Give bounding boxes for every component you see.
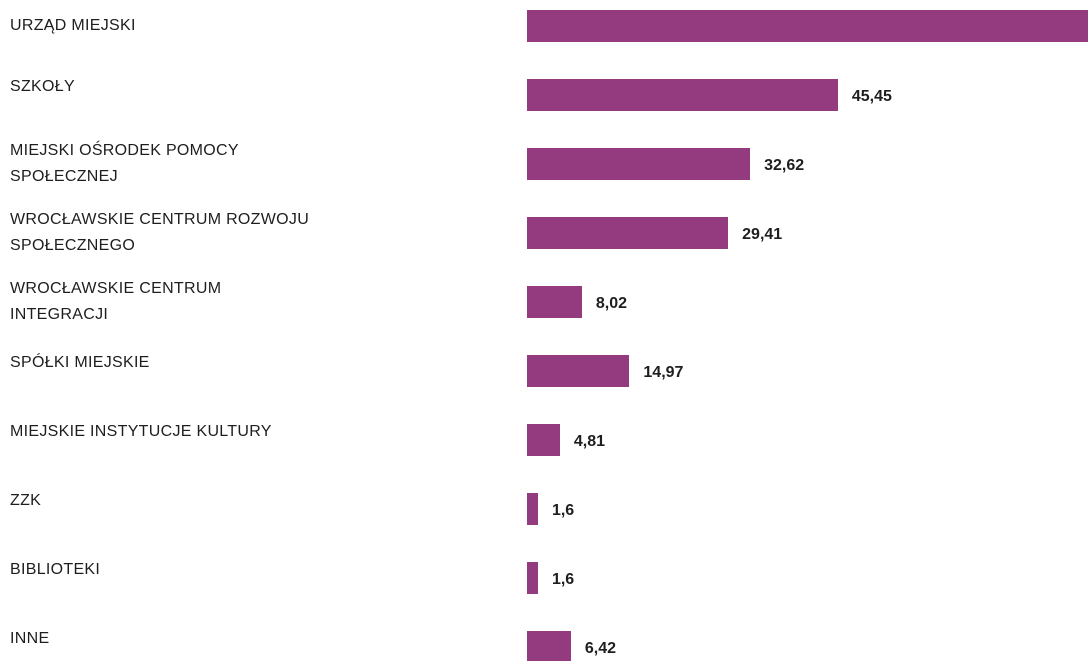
value-label: 45,45: [851, 88, 892, 105]
value-label: 4,81: [573, 433, 606, 450]
bar: [527, 355, 630, 387]
category-label: URZĄD MIEJSKI: [10, 17, 136, 34]
bar: [527, 286, 582, 318]
bar: [527, 424, 560, 456]
bar: [527, 79, 838, 111]
bar: [527, 631, 571, 661]
category-label: MIEJSKIE INSTYTUCJE KULTURY: [10, 423, 272, 440]
category-label: BIBLIOTEKI: [10, 561, 101, 578]
category-label: SZKOŁY: [10, 78, 75, 95]
category-label: WROCŁAWSKIE CENTRUM ROZWOJU SPOŁECZNEGO: [10, 211, 310, 254]
category-label: WROCŁAWSKIE CENTRUM INTEGRACJI: [10, 280, 222, 323]
bar: [527, 10, 1088, 42]
value-label: 1,6: [551, 571, 575, 588]
bar: [527, 493, 538, 525]
category-label: SPÓŁKI MIEJSKIE: [10, 354, 150, 371]
category-label: ZZK: [10, 492, 42, 509]
value-label: 32,62: [764, 157, 805, 174]
value-label: 6,42: [584, 640, 617, 657]
value-label: 1,6: [551, 502, 575, 519]
value-label: 29,41: [742, 226, 783, 243]
value-label: 8,02: [595, 295, 627, 312]
category-label: INNE: [10, 630, 50, 647]
bar: [527, 562, 538, 594]
bar: [527, 217, 729, 249]
bar: [527, 148, 751, 180]
category-label: MIEJSKI OŚRODEK POMOCY SPOŁECZNEJ: [10, 142, 239, 185]
value-label: 14,97: [643, 364, 684, 381]
